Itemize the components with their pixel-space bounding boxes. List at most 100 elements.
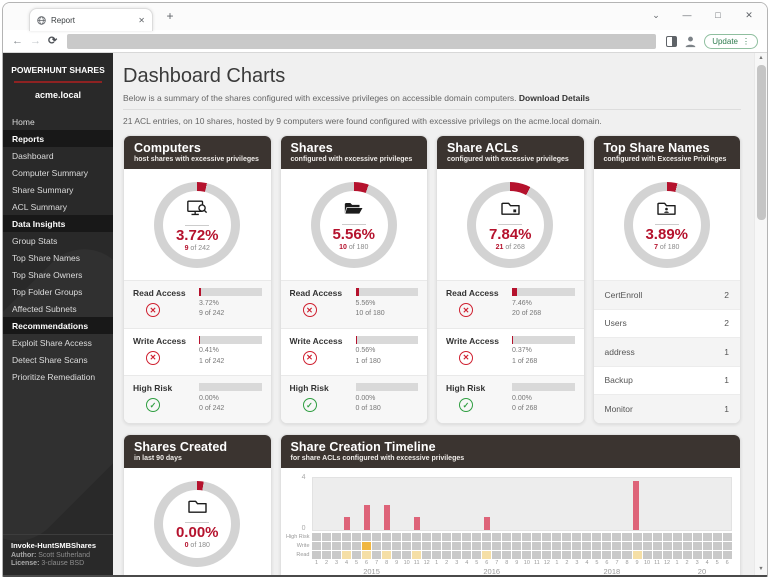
heat-cell[interactable] <box>381 550 391 559</box>
heat-cell[interactable] <box>331 532 341 541</box>
heat-cell[interactable] <box>461 532 471 541</box>
heat-cell[interactable] <box>602 532 612 541</box>
heat-cell[interactable] <box>612 550 622 559</box>
heat-cell[interactable] <box>391 541 401 550</box>
heat-cell[interactable] <box>461 541 471 550</box>
heat-cell[interactable] <box>532 541 542 550</box>
heat-cell[interactable] <box>431 532 441 541</box>
heat-cell[interactable] <box>341 532 351 541</box>
heat-cell[interactable] <box>572 550 582 559</box>
heat-cell[interactable] <box>672 550 682 559</box>
heat-cell[interactable] <box>532 532 542 541</box>
share-name-row[interactable]: address 1 <box>593 337 740 366</box>
scroll-up-icon[interactable]: ▲ <box>758 55 764 61</box>
heat-cell[interactable] <box>331 541 341 550</box>
heat-cell[interactable] <box>512 541 522 550</box>
heat-cell[interactable] <box>682 541 692 550</box>
heat-cell[interactable] <box>722 550 732 559</box>
timeline-bar[interactable] <box>364 505 371 530</box>
heat-cell[interactable] <box>692 541 702 550</box>
heat-cell[interactable] <box>612 532 622 541</box>
heat-cell[interactable] <box>652 550 662 559</box>
heat-cell[interactable] <box>361 550 371 559</box>
heat-cell[interactable] <box>482 541 492 550</box>
heat-cell[interactable] <box>351 532 361 541</box>
heat-cell[interactable] <box>632 550 642 559</box>
heat-cell[interactable] <box>391 532 401 541</box>
share-name-row[interactable]: Backup 1 <box>593 365 740 395</box>
heat-cell[interactable] <box>552 550 562 559</box>
heat-cell[interactable] <box>361 541 371 550</box>
heat-cell[interactable] <box>562 541 572 550</box>
reload-icon[interactable]: ⟳ <box>48 34 58 47</box>
scroll-down-icon[interactable]: ▼ <box>758 566 764 572</box>
heat-cell[interactable] <box>582 550 592 559</box>
heat-cell[interactable] <box>552 532 562 541</box>
heat-cell[interactable] <box>492 550 502 559</box>
heat-cell[interactable] <box>602 550 612 559</box>
timeline-bar[interactable] <box>384 505 391 530</box>
sidebar-item-exploit-share-access[interactable]: Exploit Share Access <box>12 337 92 348</box>
sidebar-item-recommendations[interactable]: Recommendations <box>3 317 113 335</box>
sidebar-item-acl-summary[interactable]: ACL Summary <box>12 201 67 212</box>
heat-cell[interactable] <box>622 541 632 550</box>
sidebar-item-home[interactable]: Home <box>12 116 35 127</box>
heat-cell[interactable] <box>512 532 522 541</box>
heat-cell[interactable] <box>482 532 492 541</box>
sidebar-item-share-summary[interactable]: Share Summary <box>12 184 74 195</box>
update-button[interactable]: Update ⋮ <box>704 33 758 49</box>
heat-cell[interactable] <box>582 541 592 550</box>
sidebar-item-top-folder-groups[interactable]: Top Folder Groups <box>12 286 83 297</box>
timeline-bar[interactable] <box>344 517 351 530</box>
heat-cell[interactable] <box>572 541 582 550</box>
address-bar[interactable] <box>67 33 657 49</box>
heat-cell[interactable] <box>461 550 471 559</box>
heat-cell[interactable] <box>592 550 602 559</box>
sidebar-item-detect-share-scans[interactable]: Detect Share Scans <box>12 354 88 365</box>
heat-cell[interactable] <box>371 550 381 559</box>
sidebar-item-dashboard[interactable]: Dashboard <box>12 150 54 161</box>
heat-cell[interactable] <box>692 550 702 559</box>
sidebar-item-data-insights[interactable]: Data Insights <box>3 215 113 233</box>
heat-cell[interactable] <box>522 550 532 559</box>
heat-cell[interactable] <box>311 550 321 559</box>
heat-cell[interactable] <box>622 550 632 559</box>
heat-cell[interactable] <box>441 541 451 550</box>
heat-cell[interactable] <box>351 541 361 550</box>
heat-cell[interactable] <box>321 541 331 550</box>
download-details-link[interactable]: Download Details <box>518 93 590 103</box>
heat-cell[interactable] <box>612 541 622 550</box>
heat-cell[interactable] <box>572 532 582 541</box>
heat-cell[interactable] <box>702 550 712 559</box>
tab-close-icon[interactable]: ✕ <box>138 15 145 25</box>
heat-cell[interactable] <box>421 532 431 541</box>
timeline-bar[interactable] <box>414 517 421 530</box>
heat-cell[interactable] <box>712 541 722 550</box>
heat-cell[interactable] <box>682 550 692 559</box>
heat-cell[interactable] <box>451 541 461 550</box>
sidebar-item-top-share-names[interactable]: Top Share Names <box>12 252 81 263</box>
heat-cell[interactable] <box>532 550 542 559</box>
heat-cell[interactable] <box>341 550 351 559</box>
heat-cell[interactable] <box>492 541 502 550</box>
heat-cell[interactable] <box>662 532 672 541</box>
heat-cell[interactable] <box>542 532 552 541</box>
heat-cell[interactable] <box>482 550 492 559</box>
heat-cell[interactable] <box>451 532 461 541</box>
heat-cell[interactable] <box>311 541 321 550</box>
sidebar-item-reports[interactable]: Reports <box>3 130 113 148</box>
heat-cell[interactable] <box>381 541 391 550</box>
heat-cell[interactable] <box>311 532 321 541</box>
heat-cell[interactable] <box>391 550 401 559</box>
heat-cell[interactable] <box>371 541 381 550</box>
sidebar-item-group-stats[interactable]: Group Stats <box>12 235 58 246</box>
profile-icon[interactable] <box>684 35 697 48</box>
back-icon[interactable]: ← <box>12 34 23 47</box>
heat-cell[interactable] <box>542 541 552 550</box>
heat-cell[interactable] <box>512 550 522 559</box>
page-scrollbar[interactable]: ▲ ▼ <box>754 53 767 575</box>
heat-cell[interactable] <box>582 532 592 541</box>
heat-cell[interactable] <box>522 541 532 550</box>
heat-cell[interactable] <box>421 541 431 550</box>
share-name-row[interactable]: CertEnroll 2 <box>593 280 740 309</box>
